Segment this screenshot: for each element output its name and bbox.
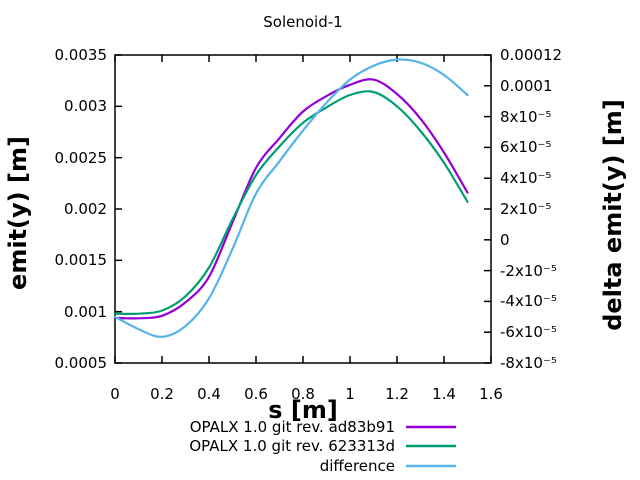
x-axis-label: s [m] bbox=[268, 396, 338, 424]
legend-swatch bbox=[406, 425, 456, 428]
x-tick-label: 1.4 bbox=[432, 385, 456, 403]
series-curve-0 bbox=[113, 78, 469, 320]
y-left-tick-label: 0.0025 bbox=[54, 148, 108, 167]
plot-border bbox=[114, 54, 492, 364]
x-tick-label: 0.8 bbox=[291, 385, 315, 403]
y-left-tick-label: 0.003 bbox=[64, 97, 107, 116]
y-left-tick-label: 0.0005 bbox=[54, 354, 108, 372]
y-right-tick-label: 2x10⁻⁵ bbox=[500, 200, 552, 218]
legend-item-2: difference bbox=[320, 456, 457, 476]
y-right-tick-label: -8x10⁻⁵ bbox=[500, 354, 557, 372]
legend-label: difference bbox=[319, 456, 395, 475]
legend-swatch bbox=[406, 445, 456, 448]
chart-title: Solenoid-1 bbox=[263, 13, 343, 31]
y-right-tick-label: 6x10⁻⁵ bbox=[500, 138, 552, 157]
x-tick-label: 0 bbox=[110, 385, 120, 403]
y-right-tick-label: 0.00012 bbox=[500, 46, 563, 64]
legend-label: OPALX 1.0 git rev. ad83b91 bbox=[189, 417, 395, 436]
x-tick-label: 1 bbox=[345, 385, 355, 403]
x-tick-label: 0.2 bbox=[150, 385, 174, 403]
legend-label: OPALX 1.0 git rev. 623313d bbox=[189, 437, 395, 456]
y-left-tick-label: 0.0035 bbox=[54, 46, 108, 64]
y-right-tick-label: 8x10⁻⁵ bbox=[500, 107, 552, 126]
legend-swatch bbox=[406, 464, 456, 467]
y-right-tick-label: -4x10⁻⁵ bbox=[500, 292, 557, 311]
y-left-tick-label: 0.001 bbox=[64, 302, 107, 321]
y-right-tick-label: -2x10⁻⁵ bbox=[500, 261, 557, 280]
y-right-tick-label: 0.0001 bbox=[500, 76, 553, 95]
series-curves bbox=[113, 58, 469, 338]
x-tick-label: 0.6 bbox=[244, 385, 268, 403]
x-tick-label: 0.4 bbox=[197, 385, 221, 403]
axis-ticks bbox=[114, 54, 492, 364]
y-left-tick-label: 0.0015 bbox=[54, 251, 108, 270]
x-tick-label: 1.6 bbox=[479, 385, 503, 403]
y-right-tick-label: 4x10⁻⁵ bbox=[500, 169, 552, 188]
y-right-tick-label: 0 bbox=[500, 230, 510, 249]
legend-item-1: OPALX 1.0 git rev. 623313d bbox=[189, 437, 457, 457]
x-tick-label: 1.2 bbox=[385, 385, 409, 403]
legend-item-0: OPALX 1.0 git rev. ad83b91 bbox=[190, 417, 457, 437]
series-curve-2 bbox=[113, 58, 469, 338]
legend: OPALX 1.0 git rev. ad83b91 OPALX 1.0 git … bbox=[189, 417, 457, 476]
y-right-tick-label: -6x10⁻⁵ bbox=[500, 323, 557, 342]
y-left-tick-label: 0.002 bbox=[64, 200, 107, 218]
series-curve-1 bbox=[113, 90, 469, 316]
